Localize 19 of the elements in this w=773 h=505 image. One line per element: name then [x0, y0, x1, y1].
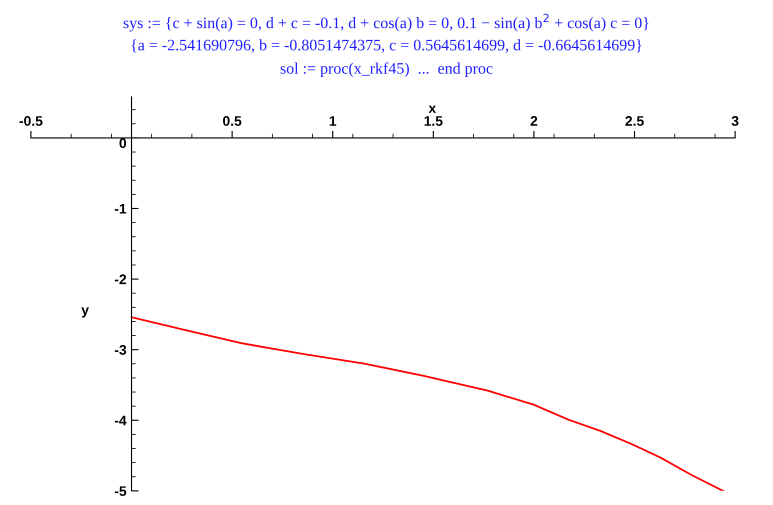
x-tick-label: 2.5	[625, 116, 644, 126]
x-tick-label: 3	[732, 116, 738, 126]
line-series	[130, 316, 724, 491]
chart-subtitle: {a = -2.541690796, b = -0.8051474375, c = 0.5645614699, d = -0.6645614699}	[132, 39, 642, 53]
y-tick-label: -2	[114, 274, 126, 284]
text: sol := proc(x_rkf45) ... end proc	[280, 62, 493, 78]
y-tick-label: -3	[114, 345, 126, 355]
x-tick-label: 2	[530, 116, 538, 126]
x-tick-label: 1	[330, 116, 336, 126]
y-tick-label: -4	[114, 416, 127, 426]
y-axis-title: y	[81, 307, 89, 318]
chart-title: sys := {c + sin(a) = 0, d + c = -0.1, d + cos(a) b = 0, 0.1 − sin(a) b$^{2}$ + cos(a) c = 0}	[124, 14, 648, 32]
x-tick-label: -0.5	[19, 116, 42, 126]
x-axis-title: x	[428, 106, 436, 113]
y-tick-label: 0	[119, 138, 126, 148]
x-tick-label: 1.5	[424, 116, 443, 126]
x-tick-label: 0.5	[223, 116, 242, 126]
y-tick-label: -1	[114, 204, 126, 214]
y-tick-label: -5	[114, 486, 126, 496]
